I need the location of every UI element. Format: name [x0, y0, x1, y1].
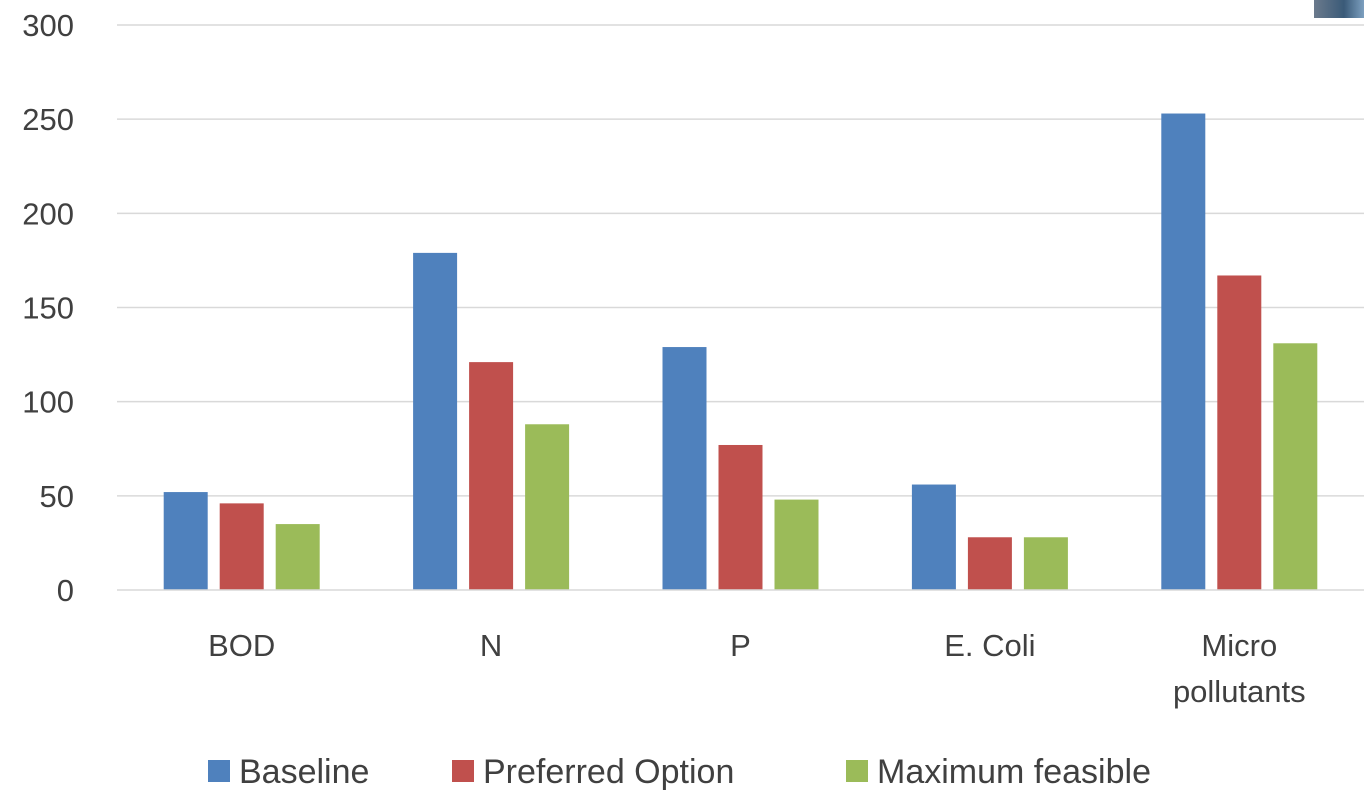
bar-preferred-option	[219, 503, 264, 590]
bar-baseline	[911, 484, 956, 590]
bar-baseline	[163, 492, 208, 590]
corner-image-fragment	[1314, 0, 1364, 18]
x-category-label: Micro	[1201, 628, 1277, 663]
bar-maximum-feasible	[1023, 537, 1068, 590]
bar-maximum-feasible	[774, 499, 819, 590]
legend-swatch	[452, 760, 474, 782]
bar-maximum-feasible	[275, 524, 320, 590]
bar-baseline	[662, 347, 707, 590]
bars	[163, 113, 1318, 591]
bar-maximum-feasible	[1273, 343, 1318, 590]
bar-maximum-feasible	[525, 424, 570, 590]
bar-baseline	[1161, 113, 1206, 591]
y-tick-label: 0	[57, 573, 74, 608]
y-tick-label: 300	[22, 8, 74, 43]
legend-label: Preferred Option	[483, 753, 734, 791]
bar-preferred-option	[469, 362, 514, 590]
x-category-label: BOD	[208, 628, 275, 663]
x-category-label: P	[730, 628, 751, 663]
x-category-label: E. Coli	[944, 628, 1035, 663]
bar-preferred-option	[967, 537, 1012, 590]
legend: Baseline Preferred Option Maximum feasible	[208, 753, 1151, 791]
legend-swatch	[846, 760, 868, 782]
legend-label: Maximum feasible	[877, 753, 1151, 791]
bar-baseline	[413, 252, 458, 590]
bar-preferred-option	[718, 444, 763, 590]
y-tick-label: 50	[40, 479, 74, 514]
x-category-label: pollutants	[1173, 674, 1306, 709]
x-axis-categories: BOD N P E. Coli Micro pollutants	[208, 628, 1306, 709]
bar-preferred-option	[1217, 275, 1262, 590]
legend-swatch	[208, 760, 230, 782]
legend-label: Baseline	[239, 753, 369, 791]
y-axis-ticks: 0 50 100 150 200 250 300	[22, 8, 74, 608]
y-tick-label: 200	[22, 196, 74, 231]
y-tick-label: 250	[22, 102, 74, 137]
y-tick-label: 150	[22, 291, 74, 326]
y-tick-label: 100	[22, 385, 74, 420]
x-category-label: N	[480, 628, 502, 663]
